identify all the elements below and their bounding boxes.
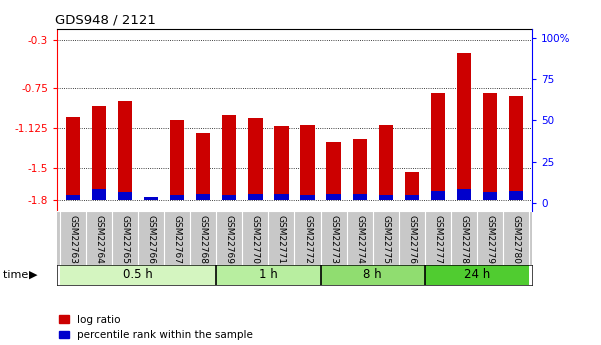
- Bar: [425, 265, 529, 285]
- Bar: [431, 93, 445, 200]
- Text: ▶: ▶: [29, 270, 37, 279]
- Bar: [509, 96, 523, 200]
- Bar: [483, 93, 497, 200]
- Bar: [66, 117, 80, 200]
- Text: GSM22772: GSM22772: [303, 215, 312, 264]
- Text: GDS948 / 2121: GDS948 / 2121: [55, 14, 156, 27]
- Text: GSM22780: GSM22780: [511, 215, 520, 264]
- Bar: [92, 106, 106, 200]
- Bar: [248, 194, 263, 200]
- Bar: [170, 120, 185, 200]
- Bar: [353, 139, 367, 200]
- Text: 24 h: 24 h: [464, 268, 490, 281]
- Bar: [483, 192, 497, 200]
- Bar: [300, 196, 315, 200]
- Bar: [222, 115, 236, 200]
- Legend: log ratio, percentile rank within the sample: log ratio, percentile rank within the sa…: [59, 315, 253, 340]
- Bar: [216, 265, 320, 285]
- Bar: [222, 196, 236, 200]
- Bar: [144, 197, 158, 200]
- Bar: [379, 125, 393, 200]
- Bar: [431, 190, 445, 200]
- Bar: [248, 118, 263, 200]
- Bar: [196, 194, 210, 200]
- Bar: [457, 189, 471, 200]
- Bar: [326, 194, 341, 200]
- Text: GSM22766: GSM22766: [147, 215, 156, 264]
- Text: GSM22765: GSM22765: [120, 215, 129, 264]
- Bar: [320, 265, 425, 285]
- Bar: [404, 171, 419, 200]
- Bar: [509, 190, 523, 200]
- Text: GSM22771: GSM22771: [277, 215, 286, 264]
- Bar: [457, 53, 471, 200]
- Text: GSM22770: GSM22770: [251, 215, 260, 264]
- Bar: [170, 196, 185, 200]
- Bar: [118, 101, 132, 200]
- Bar: [274, 194, 288, 200]
- Text: GSM22773: GSM22773: [329, 215, 338, 264]
- Text: 0.5 h: 0.5 h: [123, 268, 153, 281]
- Text: GSM22775: GSM22775: [381, 215, 390, 264]
- Bar: [326, 141, 341, 200]
- Text: GSM22774: GSM22774: [355, 215, 364, 264]
- Bar: [379, 196, 393, 200]
- Text: 1 h: 1 h: [259, 268, 278, 281]
- Bar: [118, 192, 132, 200]
- Text: 8 h: 8 h: [364, 268, 382, 281]
- Text: time: time: [3, 270, 32, 279]
- Text: GSM22768: GSM22768: [199, 215, 208, 264]
- Text: GSM22776: GSM22776: [407, 215, 416, 264]
- Bar: [59, 265, 216, 285]
- Bar: [92, 189, 106, 200]
- Text: GSM22763: GSM22763: [69, 215, 78, 264]
- Bar: [66, 196, 80, 200]
- Text: GSM22778: GSM22778: [460, 215, 469, 264]
- Bar: [353, 194, 367, 200]
- Bar: [196, 133, 210, 200]
- Bar: [274, 126, 288, 200]
- Text: GSM22777: GSM22777: [433, 215, 442, 264]
- Text: GSM22767: GSM22767: [172, 215, 182, 264]
- Bar: [300, 125, 315, 200]
- Text: GSM22769: GSM22769: [225, 215, 234, 264]
- Text: GSM22779: GSM22779: [486, 215, 495, 264]
- Bar: [404, 196, 419, 200]
- Text: GSM22764: GSM22764: [94, 215, 103, 264]
